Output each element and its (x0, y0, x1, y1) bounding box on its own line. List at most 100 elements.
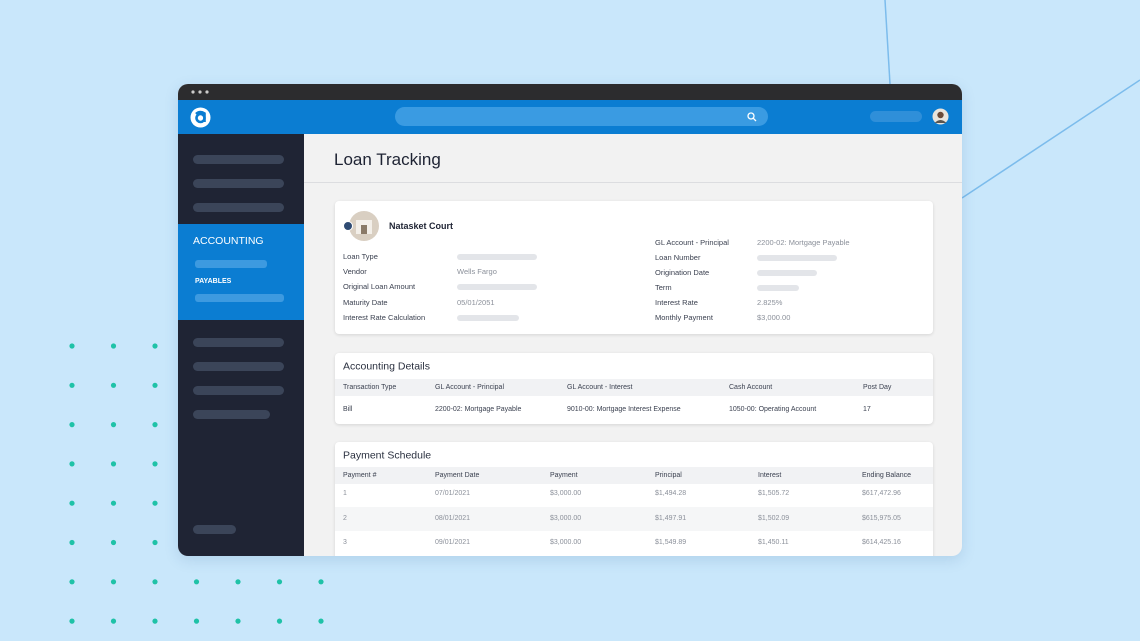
dot (69, 579, 75, 585)
dot-grid (69, 343, 324, 624)
main-content: Loan Tracking Natasket Court Loan Type Ve… (304, 134, 962, 556)
field-label: Origination Date (655, 267, 710, 277)
dot (235, 579, 241, 585)
table-cell: 2200-02: Mortgage Payable (435, 406, 522, 413)
column-header: Payment Date (435, 471, 480, 479)
field-placeholder (457, 254, 537, 260)
dot (69, 382, 75, 388)
nav-section-active: ACCOUNTING PAYABLES (178, 224, 304, 320)
table-cell: $1,450.11 (758, 539, 789, 546)
table-cell: 2 (343, 514, 347, 522)
dot (110, 539, 117, 546)
dot (193, 579, 200, 585)
dot (69, 343, 75, 349)
table-cell: $1,505.72 (758, 490, 790, 497)
nav-item[interactable] (193, 525, 236, 534)
accounting-card: Accounting Details Transaction Type GL Acc… (335, 353, 933, 424)
table-header (335, 467, 933, 484)
column-header: GL Account - Interest (567, 383, 633, 391)
dot (152, 382, 158, 388)
dot (69, 500, 75, 506)
dot (152, 461, 158, 467)
dot (69, 422, 75, 428)
title-bar (178, 84, 962, 100)
dot (110, 500, 117, 506)
field-label: Interest Rate Calculation (343, 312, 426, 322)
dot (152, 343, 158, 349)
section-title: Payment Schedule (343, 449, 432, 462)
user-avatar[interactable] (932, 108, 949, 125)
deco-line (961, 79, 1140, 199)
sidebar: ACCOUNTING PAYABLES (178, 134, 304, 556)
field-placeholder (757, 254, 837, 261)
nav-item[interactable] (193, 410, 270, 419)
table-cell: $1,502.09 (758, 514, 790, 522)
column-header: Cash Account (729, 383, 773, 391)
search-bar[interactable] (395, 107, 768, 126)
field-value: 05/01/2051 (457, 297, 495, 307)
field-value: 2200-02: Mortgage Payable (757, 238, 850, 247)
field-value: 2.825% (757, 297, 783, 307)
dot (110, 461, 117, 467)
field-placeholder (457, 284, 537, 291)
table-cell: 3 (343, 539, 347, 546)
field-label: Loan Type (343, 252, 378, 261)
dot (318, 579, 324, 585)
column-header: Principal (655, 471, 682, 479)
loan-card: Natasket Court Loan Type Vendor Wells Farg… (335, 201, 933, 334)
page-title: Loan Tracking (334, 150, 441, 169)
property-photo (343, 211, 379, 241)
divider (304, 182, 962, 183)
table-cell: Bill (343, 406, 353, 413)
nav-item[interactable] (193, 203, 284, 212)
search-icon[interactable] (747, 112, 757, 122)
nav-section-label[interactable]: ACCOUNTING (193, 235, 264, 247)
table-cell: $1,549.89 (655, 539, 687, 546)
field-label: Vendor (343, 267, 367, 277)
table-cell: $1,494.28 (655, 490, 687, 497)
nav-subitem[interactable] (195, 294, 284, 302)
dot (152, 500, 158, 506)
logo[interactable] (190, 107, 211, 128)
nav-item[interactable] (193, 362, 284, 371)
table-cell: $3,000.00 (550, 490, 582, 497)
column-header: Payment # (343, 471, 377, 479)
table-cell: 07/01/2021 (435, 490, 471, 497)
top-nav (178, 100, 962, 134)
table-cell: 09/01/2021 (435, 539, 471, 546)
dot (69, 618, 75, 624)
dot (110, 618, 117, 624)
dot (110, 422, 117, 428)
table-cell: $1,497.91 (655, 514, 687, 522)
nav-subitem-label[interactable]: PAYABLES (195, 278, 232, 285)
table-cell: 08/01/2021 (435, 514, 471, 522)
dot (69, 539, 75, 546)
section-title: Accounting Details (343, 360, 430, 373)
dot (110, 343, 117, 349)
dot (152, 579, 158, 585)
table-cell: 17 (863, 406, 871, 413)
dot (69, 461, 75, 467)
field-placeholder (757, 284, 799, 291)
field-value: Wells Fargo (457, 267, 497, 277)
user-menu[interactable] (870, 111, 922, 122)
column-header: GL Account - Principal (435, 383, 504, 391)
table-cell: $3,000.00 (550, 539, 582, 546)
field-label: GL Account - Principal (655, 238, 729, 247)
deco-line (884, 0, 891, 85)
dot (193, 618, 200, 624)
nav-item[interactable] (193, 338, 284, 347)
dot (152, 539, 158, 546)
nav-item[interactable] (193, 155, 284, 164)
table-cell: $614,425.16 (862, 539, 901, 546)
table-cell: 9010-00: Mortgage Interest Expense (567, 406, 681, 413)
field-label: Monthly Payment (655, 312, 713, 322)
nav-item[interactable] (193, 179, 284, 188)
dot (276, 579, 283, 585)
schedule-card: Payment Schedule Payment # Payment Date Pay… (335, 442, 933, 556)
field-placeholder (757, 269, 817, 276)
nav-item[interactable] (193, 386, 284, 395)
table-cell: $3,000.00 (550, 514, 582, 522)
nav-subitem[interactable] (195, 260, 267, 268)
